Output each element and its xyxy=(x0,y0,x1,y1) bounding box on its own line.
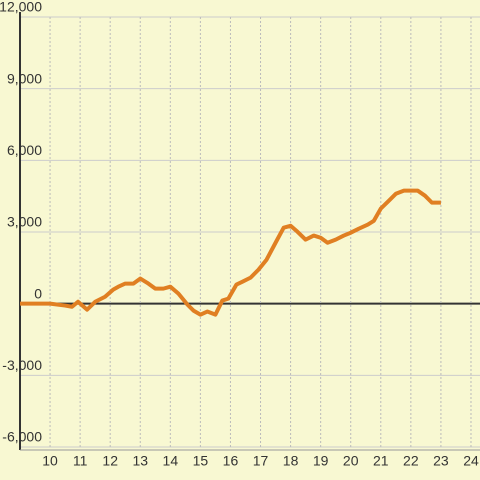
x-tick-label: 24 xyxy=(463,453,479,469)
x-tick-label: 18 xyxy=(283,453,299,469)
y-tick-label: -3,000 xyxy=(2,357,42,373)
x-tick-label: 17 xyxy=(253,453,269,469)
x-tick-label: 10 xyxy=(42,453,58,469)
x-tick-label: 16 xyxy=(223,453,239,469)
y-tick-label: 0 xyxy=(34,285,42,301)
x-tick-label: 12 xyxy=(102,453,118,469)
x-tick-label: 15 xyxy=(193,453,209,469)
x-tick-label: 11 xyxy=(73,453,88,469)
x-tick-label: 21 xyxy=(373,453,389,469)
data-line xyxy=(20,188,441,317)
y-tick-label: -6,000 xyxy=(2,429,42,445)
x-tick-label: 19 xyxy=(313,453,329,469)
x-tick-label: 20 xyxy=(343,453,359,469)
y-tick-label: 3,000 xyxy=(7,214,42,230)
y-tick-label: 12,000 xyxy=(0,0,42,15)
x-tick-label: 22 xyxy=(403,453,419,469)
x-tick-label: 14 xyxy=(163,453,179,469)
x-tick-label: 13 xyxy=(132,453,148,469)
x-tick-label: 23 xyxy=(433,453,449,469)
y-tick-label: 6,000 xyxy=(7,142,42,158)
y-tick-label: 9,000 xyxy=(7,70,42,86)
